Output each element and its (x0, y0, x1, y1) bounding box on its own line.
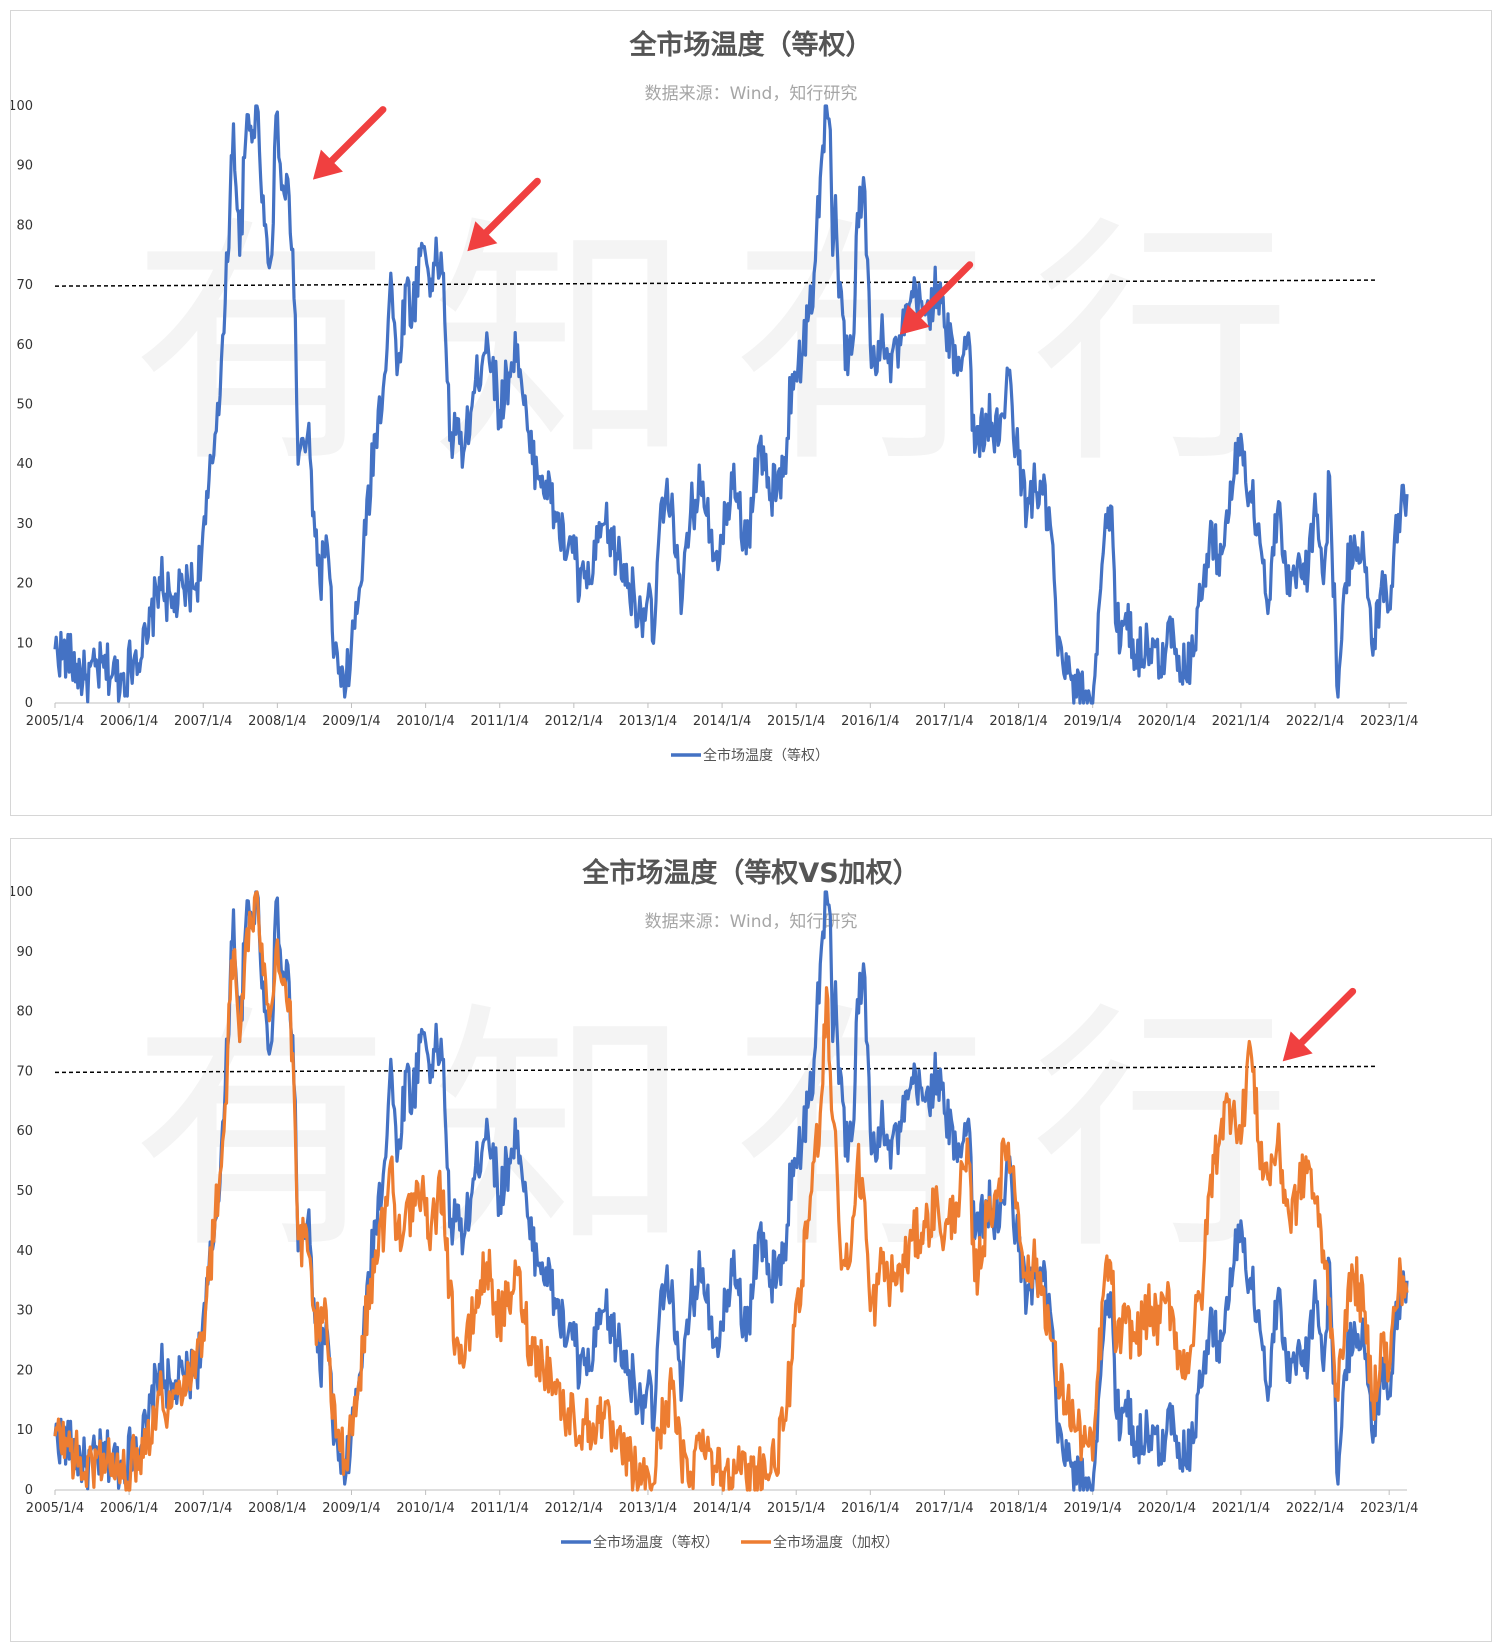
x-tick-label: 2017/1/4 (915, 714, 973, 729)
y-tick-label: 40 (16, 1244, 33, 1259)
y-tick-label: 0 (25, 1483, 33, 1498)
x-tick-label: 2020/1/4 (1138, 1501, 1196, 1516)
x-tick-label: 2023/1/4 (1360, 714, 1418, 729)
x-tick-label: 2021/1/4 (1212, 1501, 1270, 1516)
x-tick-label: 2017/1/4 (915, 1501, 973, 1516)
legend-item: 全市场温度（等权） (671, 747, 829, 764)
reference-line-70 (54, 279, 1378, 287)
x-tick-label: 2005/1/4 (26, 1501, 84, 1516)
x-tick-label: 2008/1/4 (248, 714, 306, 729)
x-tick-label: 2020/1/4 (1138, 714, 1196, 729)
y-tick-label: 10 (16, 636, 33, 651)
y-tick-label: 10 (16, 1423, 33, 1438)
watermark: 有知有行 (131, 196, 1331, 498)
x-tick-label: 2015/1/4 (767, 714, 825, 729)
annotation-arrow-icon (899, 261, 974, 335)
x-tick-label: 2006/1/4 (100, 1501, 158, 1516)
y-tick-label: 50 (16, 398, 33, 413)
x-tick-label: 2015/1/4 (767, 1501, 825, 1516)
x-tick-label: 2022/1/4 (1286, 1501, 1344, 1516)
chart-subtitle: 数据来源：Wind，知行研究 (644, 912, 858, 932)
x-tick-label: 2019/1/4 (1063, 1501, 1121, 1516)
y-tick-label: 60 (16, 338, 33, 353)
y-tick-label: 30 (16, 517, 33, 532)
x-tick-label: 2021/1/4 (1212, 714, 1270, 729)
x-tick-label: 2010/1/4 (396, 714, 454, 729)
series-line-weighted (53, 890, 1409, 1492)
annotation-arrow-icon (1282, 987, 1357, 1062)
x-tick-label: 2018/1/4 (989, 714, 1047, 729)
y-tick-label: 60 (16, 1124, 33, 1139)
x-tick-label: 2016/1/4 (841, 714, 899, 729)
annotation-arrow-icon (467, 177, 541, 252)
x-tick-label: 2023/1/4 (1360, 1501, 1418, 1516)
y-tick-label: 0 (25, 696, 33, 711)
y-tick-label: 20 (16, 577, 33, 592)
chart-title: 全市场温度（等权VS加权） (582, 858, 920, 889)
y-tick-label: 90 (16, 945, 33, 960)
y-tick-label: 70 (16, 278, 33, 293)
y-tick-label: 80 (16, 1005, 33, 1020)
x-tick-label: 2009/1/4 (322, 1501, 380, 1516)
svg-text:全市场温度（等权）: 全市场温度（等权） (593, 1534, 719, 1551)
chart-title: 全市场温度（等权） (629, 30, 873, 61)
y-tick-label: 70 (16, 1064, 33, 1079)
y-tick-label: 50 (16, 1184, 33, 1199)
y-tick-label: 100 (11, 885, 33, 900)
x-tick-label: 2014/1/4 (693, 714, 751, 729)
y-tick-label: 20 (16, 1363, 33, 1378)
annotation-arrow-icon (312, 106, 387, 180)
legend-item: 全市场温度（等权） (561, 1534, 719, 1551)
x-tick-label: 2016/1/4 (841, 1501, 899, 1516)
series-line-equal-weight (53, 104, 1409, 705)
x-tick-label: 2013/1/4 (619, 714, 677, 729)
svg-text:全市场温度（加权）: 全市场温度（加权） (773, 1534, 899, 1551)
y-tick-label: 40 (16, 457, 33, 472)
x-tick-label: 2012/1/4 (545, 714, 603, 729)
x-tick-label: 2006/1/4 (100, 714, 158, 729)
x-tick-label: 2011/1/4 (471, 1501, 529, 1516)
series-line-equal-weight (53, 890, 1409, 1492)
x-tick-label: 2008/1/4 (248, 1501, 306, 1516)
x-tick-label: 2007/1/4 (174, 1501, 232, 1516)
x-tick-label: 2019/1/4 (1063, 714, 1121, 729)
y-tick-label: 90 (16, 159, 33, 174)
x-tick-label: 2014/1/4 (693, 1501, 751, 1516)
x-tick-label: 2013/1/4 (619, 1501, 677, 1516)
x-tick-label: 2022/1/4 (1286, 714, 1344, 729)
x-tick-label: 2005/1/4 (26, 714, 84, 729)
x-tick-label: 2011/1/4 (471, 714, 529, 729)
svg-text:全市场温度（等权）: 全市场温度（等权） (703, 747, 829, 764)
chart-panel-equal-vs-weighted: 全市场温度（等权VS加权） 数据来源：Wind，知行研究 有知有行 0 10 20 30… (10, 838, 1492, 1642)
chart-plot-equal-vs-weighted: 有知有行 0 10 20 30 40 50 60 70 80 90 100 2005/1/4 2006/1… (11, 885, 1418, 1551)
x-tick-label: 2007/1/4 (174, 714, 232, 729)
chart-subtitle: 数据来源：Wind，知行研究 (644, 84, 858, 104)
chart-plot-equal-weight: 有知有行 0 10 20 30 40 50 60 70 80 90 100 2005/1/4 2006/1… (11, 99, 1418, 764)
x-tick-label: 2009/1/4 (322, 714, 380, 729)
x-tick-label: 2018/1/4 (989, 1501, 1047, 1516)
y-tick-label: 80 (16, 218, 33, 233)
reference-line-70 (54, 1065, 1378, 1074)
x-tick-label: 2010/1/4 (396, 1501, 454, 1516)
watermark: 有知有行 (131, 982, 1331, 1284)
chart-panel-equal-weight: 全市场温度（等权） 数据来源：Wind，知行研究 有知有行 0 10 20 30 40 50… (10, 10, 1492, 816)
y-tick-label: 30 (16, 1304, 33, 1319)
x-tick-label: 2012/1/4 (545, 1501, 603, 1516)
y-tick-label: 100 (11, 99, 33, 114)
legend-item: 全市场温度（加权） (741, 1534, 899, 1551)
